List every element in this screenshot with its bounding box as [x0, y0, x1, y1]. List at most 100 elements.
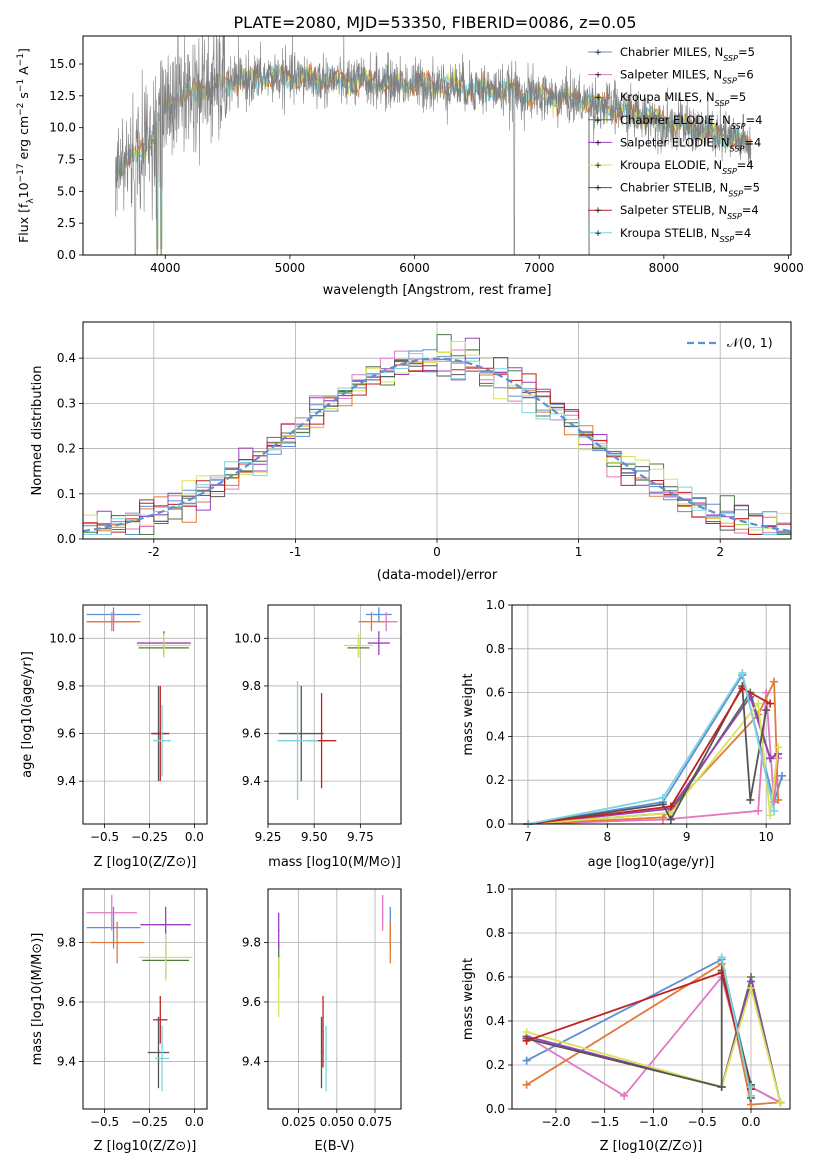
weight-marker	[770, 677, 779, 686]
mass-vs-ebv-chart: 0.025 0.050 0.075 9.4 9.6 9.8 E(B-V)	[242, 888, 402, 1154]
x-tick-label: −0.5	[688, 1115, 717, 1129]
y-tick-label: 9.6	[57, 727, 76, 741]
weight-marker	[746, 1091, 755, 1100]
legend-marker: +	[594, 71, 602, 81]
y-tick-label: 9.8	[242, 936, 261, 950]
legend-label: Salpeter MILES, NSSP=6	[620, 68, 754, 86]
weight-marker	[666, 815, 675, 824]
weight-marker	[774, 795, 783, 804]
x-tick-label: 9	[683, 830, 691, 844]
weight-marker	[746, 795, 755, 804]
weight-marker	[762, 706, 771, 715]
errorbars	[277, 607, 398, 801]
weight-marker	[658, 813, 667, 822]
x-tick-label: 9000	[773, 261, 804, 275]
histogram-series	[83, 353, 791, 535]
legend-label: Chabrier ELODIE, NSSP=4	[620, 113, 762, 131]
y-tick-label: 0.4	[57, 351, 76, 365]
x-tick-label: 0.075	[358, 1115, 392, 1129]
histogram-steps	[83, 334, 791, 535]
x-tick-label: 1	[575, 545, 583, 559]
axes-frame	[82, 35, 792, 256]
y-tick-label: 0.4	[486, 1014, 505, 1028]
weight-lines	[522, 953, 785, 1109]
legend-marker: +	[594, 48, 602, 58]
weight-marker	[766, 699, 775, 708]
legend-label: Kroupa STELIB, NSSP=4	[620, 226, 751, 244]
x-tick-label: −0.25	[131, 1115, 168, 1129]
y-tick-label: 9.8	[57, 679, 76, 693]
x-tick-label: -2	[148, 545, 160, 559]
y-tick-label: 12.5	[49, 89, 76, 103]
x-axis-label: Z [log10(Z/Z⊙)]	[94, 855, 197, 870]
mass-weight-vs-Z-chart: −2.0 −1.5 −1.0 −0.5 0.0 0.0 0.2 0.4 0.6 0.8 1.0 Z […	[461, 882, 791, 1154]
y-tick-label: 9.8	[57, 936, 76, 950]
spectrum-lines	[115, 36, 752, 255]
data-point	[320, 1051, 323, 1054]
x-axis-label: Z [log10(Z/Z⊙)]	[600, 1139, 703, 1154]
spectrum-chart: 4000 5000 6000 7000 8000 9000 0.0 2.5 5.0 7.5 10.0…	[16, 35, 804, 298]
data-point	[159, 732, 162, 735]
residuals-chart: -2 -1 0 1 2 0.0 0.1 0.2 0.3 0.4 𝒩(0, 1) (data-model…	[30, 321, 792, 583]
legend-marker: +	[594, 93, 602, 103]
data-point	[300, 732, 303, 735]
weight-marker	[738, 668, 747, 677]
legend-label: Kroupa MILES, NSSP=5	[620, 90, 746, 108]
x-tick-label: 9.25	[255, 830, 282, 844]
x-tick-label: −0.5	[90, 830, 119, 844]
y-tick-label: 1.0	[486, 882, 505, 896]
axes-frame	[267, 888, 402, 1110]
data-point	[296, 739, 299, 742]
axes-frame	[82, 604, 208, 825]
legend-label: 𝒩(0, 1)	[727, 335, 773, 350]
data-point	[161, 739, 163, 742]
y-tick-label: 0.2	[57, 442, 76, 456]
axes-frame	[267, 604, 402, 825]
weight-marker	[746, 984, 755, 992]
x-tick-label: 8000	[649, 261, 680, 275]
weight-series-line	[527, 681, 779, 825]
x-tick-label: 9.50	[301, 830, 328, 844]
x-tick-label: −2.0	[541, 1115, 570, 1129]
data-point	[164, 923, 167, 926]
y-axis-label: mass weight	[461, 673, 476, 755]
data-point	[357, 644, 360, 647]
weight-marker	[522, 1056, 531, 1065]
y-tick-label: 0.2	[486, 1058, 505, 1072]
axes-frame	[82, 321, 792, 540]
x-axis-label: Z [log10(Z/Z⊙)]	[94, 1139, 197, 1154]
y-tick-label: 9.4	[57, 774, 76, 788]
x-tick-label: −1.0	[639, 1115, 668, 1129]
spectrum-legend: + Chabrier MILES, NSSP=5 + Salpeter MILES, …	[588, 45, 762, 243]
x-axis-label: mass [log10(M/M⊙)]	[268, 855, 401, 870]
age-vs-Z-chart: −0.5 −0.25 0.0 9.4 9.6 9.8 10.0 Z [log10(Z/Z⊙)]…	[20, 604, 208, 870]
figure-title: PLATE=2080, MJD=53350, FIBERID=0086, z=0…	[233, 13, 636, 32]
y-tick-label: 0.0	[486, 817, 505, 831]
legend-label: Salpeter ELODIE, NSSP=4	[620, 135, 761, 153]
data-point	[112, 620, 115, 623]
x-tick-label: −1.5	[590, 1115, 619, 1129]
x-tick-label: 0	[433, 545, 441, 559]
y-tick-label: 0.0	[57, 248, 76, 262]
x-tick-label: −0.25	[131, 830, 168, 844]
y-axis-label: mass weight	[461, 958, 476, 1040]
data-point	[322, 1030, 324, 1033]
errorbars	[277, 894, 392, 1092]
y-tick-label: 9.4	[242, 1054, 261, 1068]
data-point	[385, 620, 388, 623]
y-tick-label: 9.4	[242, 774, 261, 788]
legend-marker: +	[594, 138, 602, 148]
y-tick-label: 0.0	[486, 1102, 505, 1116]
weight-marker	[766, 811, 775, 820]
data-point	[277, 929, 280, 932]
x-axis-label: E(B-V)	[314, 1139, 354, 1154]
weight-lines	[523, 668, 787, 828]
data-point	[159, 1019, 162, 1021]
data-point	[164, 956, 167, 959]
legend-label: Chabrier STELIB, NSSP=5	[620, 181, 760, 199]
x-axis-label: age [log10(age/yr)]	[588, 855, 715, 870]
data-point	[110, 911, 113, 914]
charts-container: 4000 5000 6000 7000 8000 90000.02.55.07.510.0…	[16, 35, 804, 1154]
y-axis-label: mass [log10(M/M⊙)]	[30, 933, 45, 1066]
y-tick-label: 0.2	[486, 773, 505, 787]
